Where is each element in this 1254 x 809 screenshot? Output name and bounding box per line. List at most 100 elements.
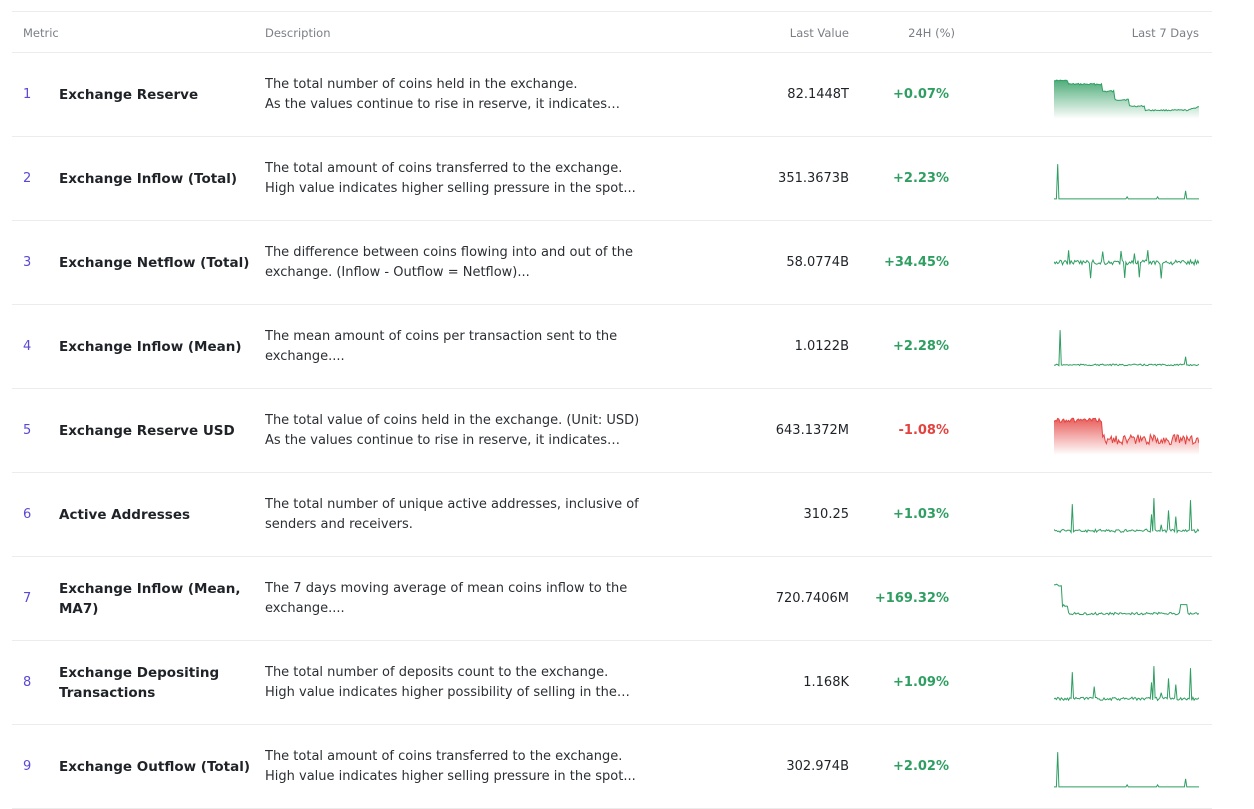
- sparkline-area: [1054, 80, 1199, 119]
- row-index: 3: [23, 255, 32, 270]
- metric-name[interactable]: Exchange Netflow (Total): [59, 254, 250, 271]
- metric-description-text: The total number of unique active addres…: [265, 496, 639, 532]
- metric-name[interactable]: Exchange Inflow (Total): [59, 170, 238, 187]
- sparkline-line: [1054, 583, 1199, 616]
- last-value: 1.0122B: [794, 339, 849, 354]
- sparkline-7d: [1054, 410, 1199, 455]
- row-index: 1: [23, 87, 32, 102]
- metric-name[interactable]: Active Addresses: [59, 506, 191, 523]
- sparkline-line: [1054, 417, 1199, 446]
- metric-name[interactable]: Exchange Depositing Transactions: [59, 664, 220, 701]
- table-row[interactable]: 2 Exchange Inflow (Total) The total amount…: [12, 137, 1212, 221]
- sparkline-svg: [1054, 498, 1199, 535]
- metric-name[interactable]: Exchange Inflow (Mean, MA7): [59, 580, 241, 617]
- metric-description-text: The total amount of coins transferred to…: [265, 748, 636, 784]
- metric-name[interactable]: Exchange Reserve USD: [59, 422, 235, 439]
- metric-description-text: The 7 days moving average of mean coins …: [265, 580, 628, 616]
- sparkline-7d: [1054, 746, 1199, 791]
- metrics-table: Metric Description Last Value 24H (%) La…: [12, 11, 1212, 809]
- row-index: 6: [23, 507, 32, 522]
- row-index: 4: [23, 339, 32, 354]
- sparkline-7d: [1054, 74, 1199, 119]
- change-24h: +2.02%: [893, 759, 949, 774]
- metric-description-text: The total number of deposits count to th…: [265, 664, 617, 700]
- sparkline-line: [1054, 752, 1199, 788]
- sparkline-svg: [1054, 164, 1199, 200]
- table-row[interactable]: 8 Exchange Depositing Transactions The tot…: [12, 641, 1212, 725]
- sparkline-7d: [1054, 242, 1199, 287]
- last-value: 58.0774B: [786, 255, 849, 270]
- last-value: 351.3673B: [778, 171, 849, 186]
- sparkline-area: [1054, 418, 1199, 455]
- metric-name[interactable]: Exchange Reserve: [59, 86, 199, 103]
- header-24h-change[interactable]: 24H (%): [908, 26, 955, 40]
- last-value: 1.168K: [803, 675, 849, 690]
- last-value: 720.7406M: [775, 591, 849, 606]
- sparkline-svg: [1054, 752, 1199, 788]
- table-row[interactable]: 3 Exchange Netflow (Total) The difference …: [12, 221, 1212, 305]
- sparkline-line: [1054, 250, 1199, 279]
- sparkline-7d: [1054, 326, 1199, 371]
- metric-description: The mean amount of coins per transaction…: [265, 305, 660, 388]
- sparkline-svg: [1054, 417, 1199, 455]
- table-body: 1 Exchange Reserve The total number of coi…: [12, 53, 1212, 809]
- metric-name[interactable]: Exchange Inflow (Mean): [59, 338, 242, 355]
- last-value: 82.1448T: [787, 87, 849, 102]
- change-24h: +2.23%: [893, 171, 949, 186]
- sparkline-svg: [1054, 330, 1199, 367]
- change-24h: +169.32%: [874, 591, 949, 606]
- table-row[interactable]: 9 Exchange Outflow (Total) The total amoun…: [12, 725, 1212, 809]
- change-24h: +34.45%: [883, 255, 949, 270]
- last-value: 310.25: [803, 507, 850, 522]
- change-24h: +1.03%: [893, 507, 949, 522]
- change-24h: +2.28%: [893, 339, 949, 354]
- change-24h: +1.09%: [893, 675, 949, 690]
- metric-description-text: The mean amount of coins per transaction…: [265, 328, 618, 364]
- change-24h: +0.07%: [893, 87, 949, 102]
- sparkline-line: [1054, 330, 1199, 367]
- sparkline-svg: [1054, 79, 1199, 119]
- metric-description-text: The total amount of coins transferred to…: [265, 160, 636, 196]
- row-index: 5: [23, 423, 32, 438]
- header-last-value[interactable]: Last Value: [789, 26, 849, 40]
- metric-name[interactable]: Exchange Outflow (Total): [59, 758, 250, 775]
- row-index: 7: [23, 591, 32, 606]
- sparkline-svg: [1054, 666, 1199, 702]
- metric-description: The total number of coins held in the ex…: [265, 53, 660, 136]
- table-row[interactable]: 1 Exchange Reserve The total number of coi…: [12, 53, 1212, 137]
- row-index: 2: [23, 171, 32, 186]
- metric-description-text: The difference between coins flowing int…: [265, 244, 633, 280]
- sparkline-line: [1054, 164, 1199, 200]
- table-row[interactable]: 7 Exchange Inflow (Mean, MA7) The 7 days m…: [12, 557, 1212, 641]
- metric-description-text: The total value of coins held in the exc…: [265, 412, 640, 448]
- metric-description: The total value of coins held in the exc…: [265, 389, 660, 472]
- metric-description: The 7 days moving average of mean coins …: [265, 557, 660, 640]
- sparkline-7d: [1054, 578, 1199, 623]
- change-24h: -1.08%: [898, 423, 950, 438]
- table-row[interactable]: 5 Exchange Reserve USD The total value of …: [12, 389, 1212, 473]
- last-value: 643.1372M: [775, 423, 849, 438]
- table-row[interactable]: 6 Active Addresses The total number of uni…: [12, 473, 1212, 557]
- sparkline-svg: [1054, 250, 1199, 279]
- sparkline-line: [1054, 79, 1199, 112]
- sparkline-7d: [1054, 494, 1199, 539]
- row-index: 8: [23, 675, 32, 690]
- sparkline-line: [1054, 666, 1199, 702]
- last-value: 302.974B: [786, 759, 849, 774]
- metric-description: The total number of unique active addres…: [265, 473, 660, 556]
- metric-description: The total amount of coins transferred to…: [265, 137, 660, 220]
- metric-description: The total number of deposits count to th…: [265, 641, 660, 724]
- metric-description-text: The total number of coins held in the ex…: [265, 76, 608, 112]
- header-metric[interactable]: Metric: [23, 26, 59, 40]
- sparkline-svg: [1054, 583, 1199, 616]
- sparkline-7d: [1054, 158, 1199, 203]
- metric-description: The total amount of coins transferred to…: [265, 725, 660, 808]
- table-row[interactable]: 4 Exchange Inflow (Mean) The mean amount o…: [12, 305, 1212, 389]
- metric-description: The difference between coins flowing int…: [265, 221, 660, 304]
- sparkline-line: [1054, 498, 1199, 535]
- header-description: Description: [265, 26, 331, 40]
- header-last-7-days: Last 7 Days: [1131, 26, 1199, 40]
- table-header: Metric Description Last Value 24H (%) La…: [12, 12, 1212, 53]
- sparkline-7d: [1054, 662, 1199, 707]
- row-index: 9: [23, 759, 32, 774]
